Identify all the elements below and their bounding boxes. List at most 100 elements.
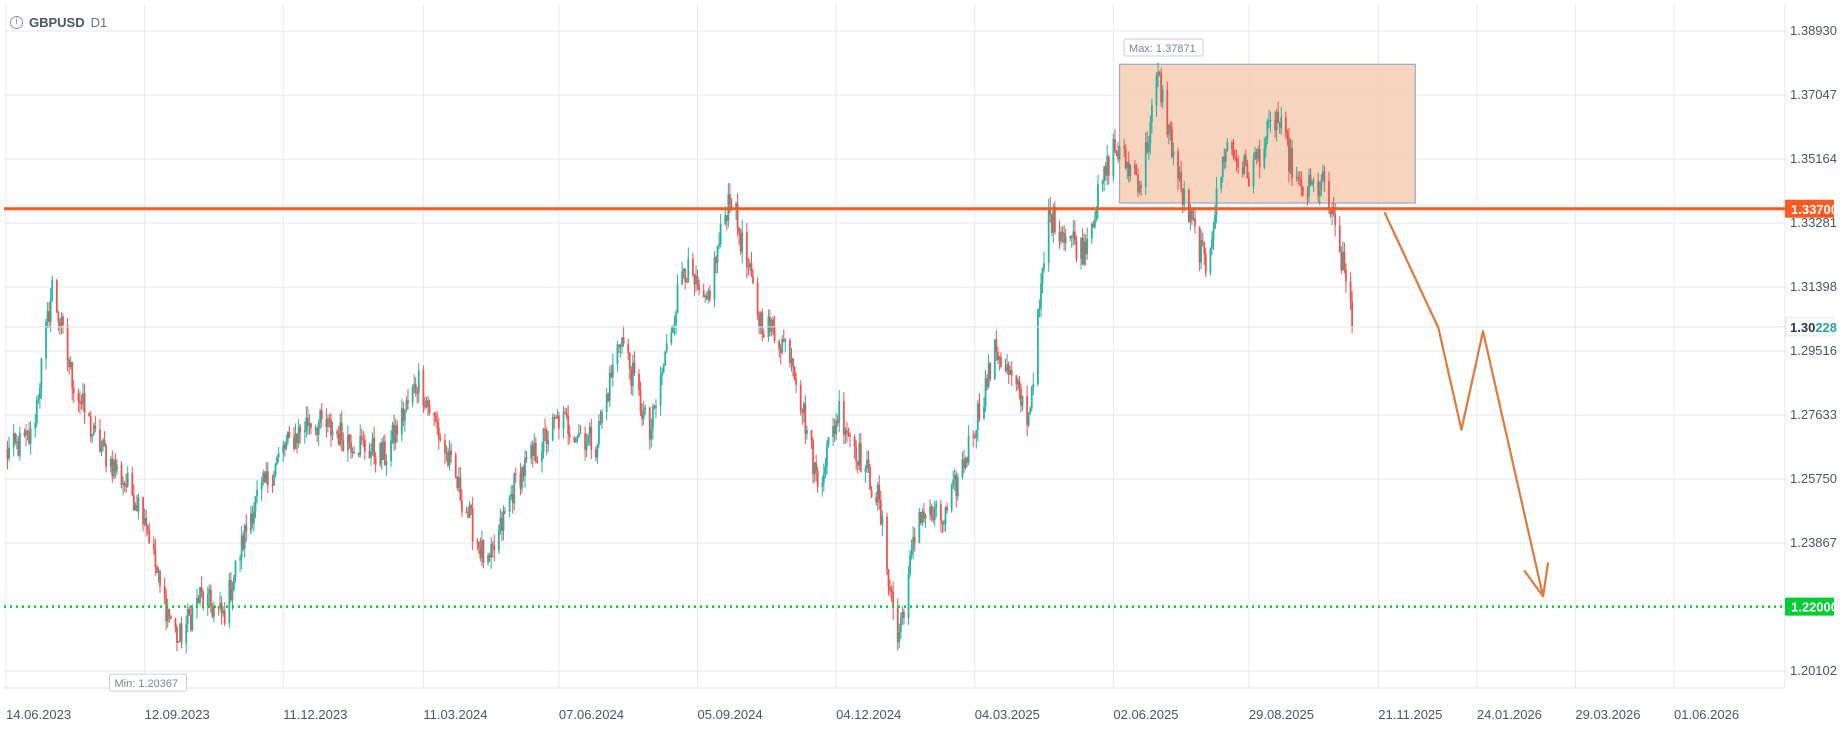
- support-price-tag: [1785, 597, 1834, 616]
- candle-body: [348, 434, 351, 443]
- candle-body: [924, 514, 927, 519]
- candle-body: [1323, 171, 1326, 182]
- x-tick-label: 24.01.2026: [1477, 707, 1542, 722]
- candle-body: [641, 412, 643, 420]
- candle-body: [1318, 191, 1321, 196]
- candle-body: [619, 346, 622, 348]
- candle-body: [795, 379, 798, 385]
- candle-body: [1269, 120, 1272, 122]
- info-circle-icon[interactable]: i: [10, 16, 23, 29]
- candle-body: [471, 508, 474, 542]
- candle-body: [513, 473, 516, 504]
- projection-path[interactable]: [1383, 211, 1545, 597]
- candle-body: [781, 339, 784, 353]
- candle-body: [1138, 185, 1141, 193]
- candle-body: [704, 296, 707, 298]
- candle-body: [1258, 148, 1261, 168]
- candle-body: [154, 549, 157, 567]
- candle-body: [328, 418, 331, 421]
- candle-body: [448, 450, 451, 466]
- candle-body: [353, 451, 355, 453]
- candle-body: [1221, 156, 1224, 177]
- candle-body: [243, 525, 246, 549]
- candle-body: [1015, 375, 1018, 385]
- candle-body: [943, 523, 945, 525]
- candle-body: [1200, 240, 1203, 263]
- candle-body: [45, 321, 47, 359]
- candle-body: [373, 437, 375, 458]
- candle-body: [439, 438, 442, 441]
- candle-body: [698, 284, 700, 291]
- candle-body: [972, 435, 975, 437]
- candle-body: [477, 542, 480, 548]
- candle-body: [1147, 143, 1150, 152]
- candle-body: [363, 439, 366, 452]
- candle-body: [1172, 151, 1175, 157]
- candle-body: [1081, 237, 1084, 265]
- candle-body: [336, 431, 339, 434]
- candle-body: [285, 441, 288, 449]
- candle-body: [66, 325, 69, 361]
- candle-body: [1103, 166, 1106, 181]
- candle-body: [918, 512, 921, 544]
- candle-body: [849, 434, 851, 437]
- candle-body: [963, 459, 965, 468]
- candle-body: [1204, 253, 1207, 273]
- candle-body: [282, 444, 285, 454]
- candle-body: [37, 398, 40, 400]
- candle-body: [909, 555, 911, 575]
- candle-body: [1280, 117, 1283, 128]
- candle-body: [648, 407, 651, 440]
- candle-body: [99, 429, 101, 452]
- candle-body: [436, 421, 439, 428]
- candle-body: [274, 463, 277, 476]
- candle-body: [220, 602, 223, 614]
- candle-body: [1340, 252, 1343, 271]
- candle-body: [585, 442, 588, 450]
- candle-body: [102, 439, 104, 447]
- candle-body: [271, 485, 274, 487]
- candle-body: [479, 547, 482, 559]
- candle-body: [1083, 241, 1086, 265]
- candle-body: [847, 432, 850, 435]
- candle-body: [816, 470, 819, 487]
- candle-body: [773, 327, 776, 342]
- candle-body: [1295, 176, 1298, 179]
- candle-body: [91, 434, 94, 437]
- candle-body: [25, 430, 27, 436]
- candle-body: [1334, 213, 1337, 226]
- candle-body: [425, 400, 428, 408]
- candle-body: [1211, 239, 1213, 249]
- candle-body: [792, 358, 794, 367]
- candle-body: [493, 545, 496, 551]
- candle-body: [379, 442, 382, 465]
- candle-body: [239, 558, 242, 561]
- candle-body: [530, 445, 533, 459]
- candle-body: [930, 506, 933, 517]
- candle-body: [986, 378, 988, 387]
- candle-body: [1140, 185, 1143, 188]
- candle-body: [368, 451, 371, 458]
- candle-body: [391, 424, 394, 441]
- candle-body: [80, 403, 83, 405]
- candle-body: [114, 460, 117, 472]
- candle-body: [984, 378, 987, 407]
- candle-body: [1030, 387, 1033, 409]
- candle-body: [879, 500, 882, 525]
- candle-body: [288, 431, 291, 438]
- candle-body: [870, 489, 873, 498]
- candle-body: [684, 268, 687, 282]
- candle-body: [390, 440, 392, 462]
- candle-body: [1144, 142, 1147, 188]
- candle-body: [801, 410, 804, 413]
- candle-body: [176, 627, 178, 643]
- candle-body: [1181, 188, 1184, 206]
- candle-body: [177, 640, 180, 643]
- candle-body: [950, 485, 953, 511]
- candle-body: [6, 448, 9, 459]
- candle-body: [553, 417, 556, 419]
- candle-body: [1274, 120, 1276, 131]
- candle-body: [853, 436, 856, 447]
